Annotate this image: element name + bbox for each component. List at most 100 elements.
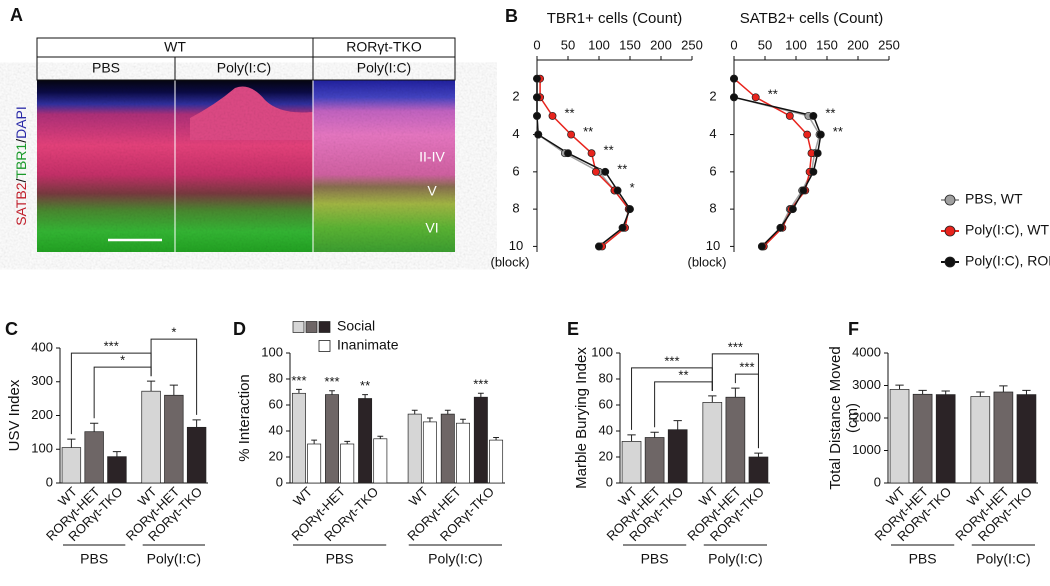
- x-tick-label: 100: [785, 37, 807, 52]
- y-tick-label: 0: [606, 474, 613, 489]
- y-tick-label: 400: [31, 339, 53, 354]
- bar: [1016, 394, 1037, 484]
- data-point: [816, 130, 825, 139]
- panel-label: B: [505, 6, 518, 26]
- comparison-bracket: [631, 367, 713, 430]
- data-point: [626, 205, 634, 214]
- y-tick-label: 0: [874, 474, 881, 489]
- bar: [307, 443, 322, 484]
- y-tick-label: 10: [706, 238, 720, 253]
- error-bar: [673, 420, 682, 430]
- data-point: [564, 149, 572, 158]
- comparison-bracket: [150, 338, 198, 415]
- series-line: [733, 78, 822, 247]
- data-point: [613, 186, 622, 195]
- bar: [667, 429, 688, 484]
- x-tick-label: 0: [730, 37, 737, 52]
- significance: *: [630, 180, 635, 195]
- y-tick-label: 10: [509, 238, 523, 253]
- bar: [702, 402, 723, 484]
- panel-a: A WT RORγt-TKO PBS Poly(I:C) Poly(I:C) S…: [10, 5, 456, 252]
- bar: [340, 443, 355, 484]
- y-tick-label: 20: [599, 448, 613, 463]
- header-box: [36, 37, 456, 81]
- bar: [291, 392, 306, 484]
- error-bar: [444, 409, 451, 415]
- bar: [84, 431, 104, 484]
- significance: **: [825, 105, 835, 120]
- y-tick-label: 4: [709, 126, 716, 141]
- significance: *: [171, 325, 176, 340]
- legend-label: Inanimate: [337, 337, 399, 353]
- condition-label: Poly(I:C): [357, 60, 411, 76]
- y-tick-label: 60: [269, 396, 283, 411]
- axis-label: (block): [490, 254, 529, 269]
- layer-label: V: [427, 183, 437, 199]
- texture: [37, 80, 455, 252]
- y-tick-label: 200: [31, 407, 53, 422]
- error-bar: [362, 394, 368, 399]
- legend-swatch: [305, 321, 318, 333]
- series-line: [733, 78, 813, 247]
- bar: [440, 413, 455, 484]
- data-point: [730, 93, 738, 102]
- significance: **: [833, 124, 843, 139]
- y-tick-label: 0: [276, 474, 283, 489]
- legend-swatch: [318, 340, 331, 352]
- series-line: [536, 78, 631, 247]
- y-tick-label: 8: [512, 201, 519, 216]
- y-tick-label: 300: [31, 373, 53, 388]
- legend-marker: [944, 194, 956, 206]
- condition-label: PBS: [92, 60, 120, 76]
- data-point: [533, 74, 541, 83]
- error-bar: [731, 387, 740, 398]
- group-label: PBS: [326, 551, 354, 567]
- error-bar: [192, 419, 201, 428]
- significance: **: [583, 124, 593, 139]
- error-bar: [344, 440, 351, 444]
- bar: [164, 394, 184, 484]
- legend-swatch: [292, 321, 305, 333]
- legend-label: Poly(I:C), WT: [965, 222, 1049, 238]
- panel-label: C: [5, 319, 18, 339]
- significance: **: [768, 87, 778, 102]
- data-point: [813, 149, 822, 158]
- y-axis-label: USV Index: [6, 379, 23, 451]
- x-tick-label: 0: [533, 37, 540, 52]
- stain: DAPI: [13, 106, 29, 139]
- chart-title: TBR1+ cells (Count): [547, 10, 682, 27]
- y-tick-label: 6: [512, 163, 519, 178]
- bar: [644, 437, 665, 484]
- bar: [473, 396, 488, 484]
- bar: [422, 421, 437, 484]
- legend-marker: [944, 256, 956, 268]
- significance: **: [617, 161, 627, 176]
- y-tick-label: 60: [599, 396, 613, 411]
- y-axis-label: Total Distance Moved: [827, 346, 844, 489]
- group-label: Poly(I:C): [708, 551, 762, 567]
- y-axis-label: Marble Burying Index: [573, 347, 590, 489]
- error-bar: [377, 435, 384, 439]
- legend-marker: [944, 225, 956, 237]
- bar: [325, 394, 339, 484]
- comparison-bracket: [70, 352, 152, 435]
- bar: [621, 441, 642, 484]
- error-bar: [708, 395, 717, 403]
- significance: ***: [324, 374, 339, 389]
- data-point: [548, 111, 557, 120]
- group-label: Poly(I:C): [428, 551, 482, 567]
- error-bar: [329, 390, 335, 395]
- significance: ***: [291, 373, 306, 388]
- significance: **: [360, 378, 370, 393]
- significance: ***: [728, 339, 743, 354]
- y-axis-label: % Interaction: [236, 374, 253, 462]
- significance: ***: [473, 377, 488, 392]
- error-bar: [296, 388, 302, 394]
- y-tick-label: 80: [599, 370, 613, 385]
- error-bar: [493, 437, 499, 441]
- bar: [993, 391, 1014, 484]
- bar: [186, 426, 207, 484]
- group-label: Poly(I:C): [976, 551, 1030, 567]
- data-point: [757, 242, 766, 251]
- significance: **: [604, 143, 614, 158]
